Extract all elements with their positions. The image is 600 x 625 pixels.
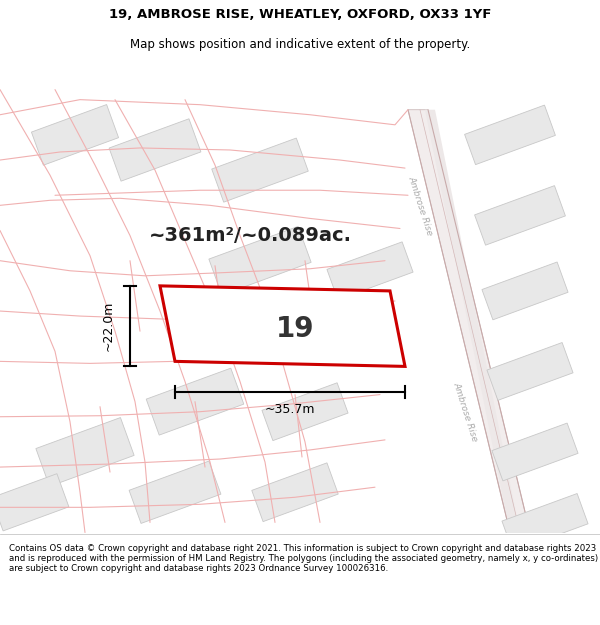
Polygon shape: [160, 286, 405, 366]
Polygon shape: [129, 461, 221, 523]
Polygon shape: [464, 105, 556, 164]
Text: Ambrose Rise: Ambrose Rise: [451, 381, 479, 442]
Polygon shape: [425, 110, 520, 532]
Polygon shape: [109, 119, 201, 181]
Text: ~361m²/~0.089ac.: ~361m²/~0.089ac.: [149, 226, 352, 245]
Polygon shape: [482, 262, 568, 320]
Text: 19, AMBROSE RISE, WHEATLEY, OXFORD, OX33 1YF: 19, AMBROSE RISE, WHEATLEY, OXFORD, OX33…: [109, 8, 491, 21]
Polygon shape: [327, 242, 413, 299]
Polygon shape: [252, 463, 338, 522]
Wedge shape: [510, 522, 530, 532]
Text: 19: 19: [276, 315, 314, 343]
Polygon shape: [502, 494, 588, 551]
Polygon shape: [146, 368, 244, 435]
Polygon shape: [209, 226, 311, 295]
Text: Ambrose Rise: Ambrose Rise: [406, 174, 434, 236]
Text: ~35.7m: ~35.7m: [265, 403, 315, 416]
Polygon shape: [31, 104, 119, 165]
Polygon shape: [262, 382, 348, 441]
Polygon shape: [487, 342, 573, 401]
Polygon shape: [212, 138, 308, 202]
Polygon shape: [408, 110, 530, 532]
Text: Contains OS data © Crown copyright and database right 2021. This information is : Contains OS data © Crown copyright and d…: [9, 544, 598, 573]
Polygon shape: [0, 474, 69, 531]
Polygon shape: [36, 418, 134, 486]
Text: ~22.0m: ~22.0m: [101, 301, 115, 351]
Text: Map shows position and indicative extent of the property.: Map shows position and indicative extent…: [130, 38, 470, 51]
Polygon shape: [492, 423, 578, 481]
Polygon shape: [475, 186, 565, 245]
